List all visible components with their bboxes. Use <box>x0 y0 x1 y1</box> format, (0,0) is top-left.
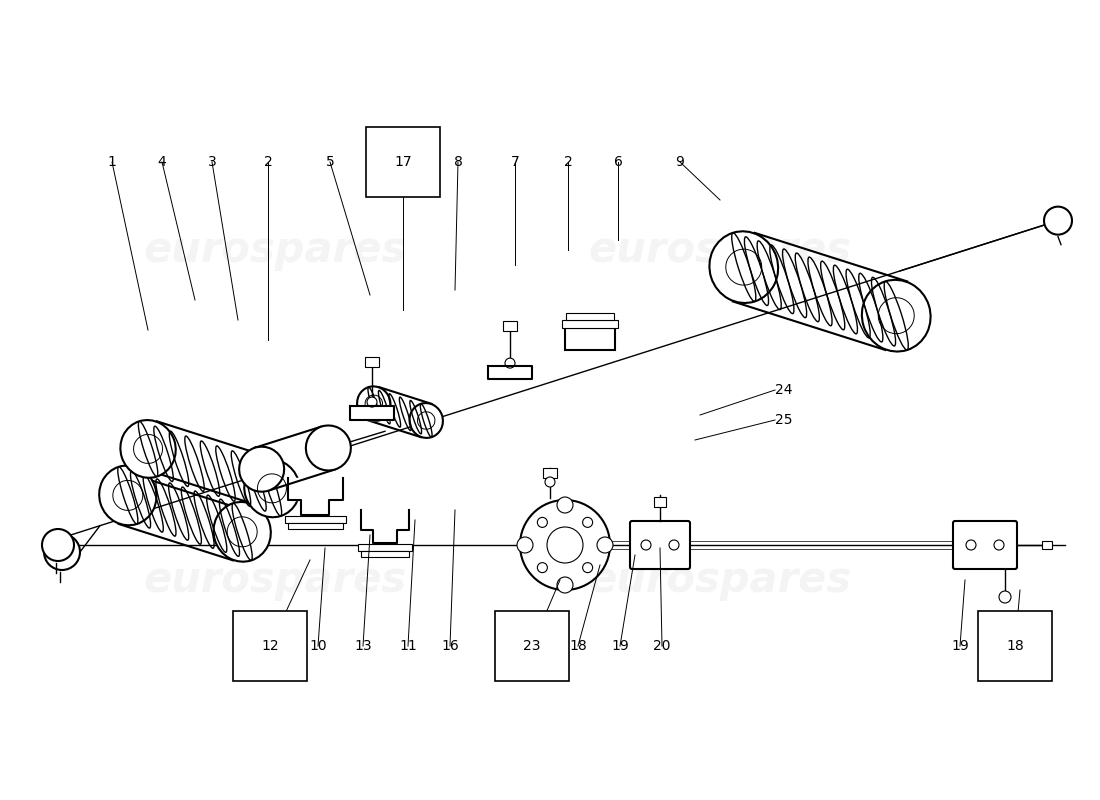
Text: 17: 17 <box>394 155 411 169</box>
Circle shape <box>994 540 1004 550</box>
Text: eurospares: eurospares <box>588 559 851 601</box>
Polygon shape <box>350 406 394 419</box>
Circle shape <box>544 477 556 487</box>
Circle shape <box>557 497 573 513</box>
Text: 18: 18 <box>569 639 587 653</box>
Text: 9: 9 <box>675 155 684 169</box>
Circle shape <box>367 397 377 407</box>
Circle shape <box>505 358 515 368</box>
Text: 4: 4 <box>157 155 166 169</box>
Ellipse shape <box>120 420 176 478</box>
Text: 13: 13 <box>354 639 372 653</box>
Bar <box>285 516 345 523</box>
Polygon shape <box>488 366 532 379</box>
Ellipse shape <box>358 386 390 422</box>
Ellipse shape <box>99 466 156 526</box>
Circle shape <box>583 562 593 573</box>
Bar <box>1042 541 1052 549</box>
Ellipse shape <box>213 502 271 562</box>
Text: eurospares: eurospares <box>143 229 407 271</box>
Circle shape <box>669 540 679 550</box>
Circle shape <box>597 537 613 553</box>
Circle shape <box>557 577 573 593</box>
FancyBboxPatch shape <box>953 521 1018 569</box>
Bar <box>566 313 614 320</box>
Text: 6: 6 <box>614 155 623 169</box>
Text: 8: 8 <box>453 155 462 169</box>
Text: 16: 16 <box>441 639 459 653</box>
Circle shape <box>1044 206 1072 234</box>
Bar <box>543 468 557 478</box>
Text: 5: 5 <box>326 155 334 169</box>
Bar <box>361 551 409 558</box>
Circle shape <box>538 518 548 527</box>
Polygon shape <box>255 426 336 490</box>
Circle shape <box>641 540 651 550</box>
Text: 20: 20 <box>653 639 671 653</box>
Bar <box>654 497 666 507</box>
Circle shape <box>583 518 593 527</box>
Bar <box>287 523 342 529</box>
Circle shape <box>999 591 1011 603</box>
Ellipse shape <box>409 403 443 438</box>
Text: 25: 25 <box>776 413 792 427</box>
Circle shape <box>520 500 610 590</box>
Text: 3: 3 <box>208 155 217 169</box>
Text: 2: 2 <box>264 155 273 169</box>
Circle shape <box>538 562 548 573</box>
Bar <box>365 357 380 367</box>
Circle shape <box>517 537 534 553</box>
Text: 12: 12 <box>261 639 278 653</box>
Ellipse shape <box>244 459 299 518</box>
Text: 7: 7 <box>510 155 519 169</box>
Text: 1: 1 <box>108 155 117 169</box>
Ellipse shape <box>306 426 351 470</box>
Ellipse shape <box>710 231 778 303</box>
Bar <box>562 320 618 328</box>
Circle shape <box>44 534 80 570</box>
Bar <box>358 544 412 551</box>
Ellipse shape <box>862 280 931 351</box>
Text: 24: 24 <box>776 383 792 397</box>
Text: 11: 11 <box>399 639 417 653</box>
Circle shape <box>42 529 74 561</box>
Bar <box>565 328 615 350</box>
Text: 2: 2 <box>563 155 572 169</box>
Polygon shape <box>287 478 342 515</box>
Text: eurospares: eurospares <box>588 229 851 271</box>
Text: 19: 19 <box>952 639 969 653</box>
Text: 23: 23 <box>524 639 541 653</box>
FancyBboxPatch shape <box>630 521 690 569</box>
Text: eurospares: eurospares <box>143 559 407 601</box>
Polygon shape <box>361 510 409 543</box>
Circle shape <box>966 540 976 550</box>
Text: 10: 10 <box>309 639 327 653</box>
Ellipse shape <box>239 446 284 492</box>
Bar <box>503 321 517 331</box>
Text: 19: 19 <box>612 639 629 653</box>
Text: 18: 18 <box>1006 639 1024 653</box>
